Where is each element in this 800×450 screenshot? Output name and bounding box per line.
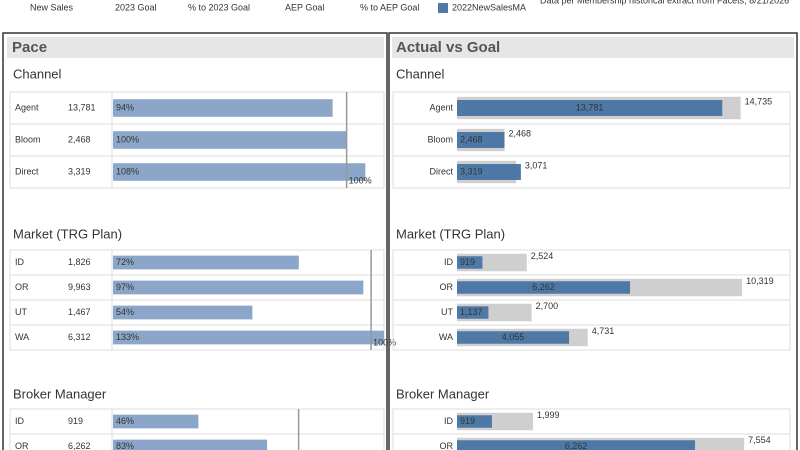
- section-title: Broker Manager: [396, 386, 490, 401]
- actual-label: 2,468: [460, 134, 483, 144]
- actual-title: Actual vs Goal: [396, 39, 500, 56]
- reference-label: 100%: [373, 337, 396, 347]
- goal-label: 3,071: [525, 160, 548, 170]
- legend-swatch: [438, 3, 448, 13]
- actual-label: 6,262: [532, 282, 555, 292]
- row-name: Agent: [15, 102, 39, 112]
- pace-header: [7, 37, 384, 58]
- goal-label: 2,468: [509, 128, 532, 138]
- actual-panel: [388, 32, 798, 450]
- row-name: Direct: [15, 166, 39, 176]
- row-name: OR: [440, 282, 454, 292]
- goal-label: 1,999: [537, 410, 560, 420]
- actual-label: 1,137: [460, 307, 483, 317]
- row-sales: 919: [68, 416, 83, 426]
- actual-bar: [457, 100, 723, 116]
- section-title: Channel: [396, 66, 445, 81]
- actual-bar: [457, 415, 492, 428]
- row-sales: 1,826: [68, 257, 91, 267]
- row-sales: 6,262: [68, 441, 91, 450]
- row-name: ID: [444, 416, 454, 426]
- row-sales: 2,468: [68, 134, 91, 144]
- pace-bar: [113, 255, 299, 270]
- goal-label: 7,554: [748, 435, 771, 445]
- reference-label: 100%: [349, 175, 372, 185]
- pace-label: 46%: [116, 416, 134, 426]
- pace-panel: [2, 32, 388, 450]
- actual-bar: [457, 132, 505, 148]
- row-name: Agent: [429, 102, 453, 112]
- row-name: Bloom: [427, 134, 453, 144]
- pace-label: 108%: [116, 166, 139, 176]
- section-title: Channel: [13, 66, 62, 81]
- section-title: Broker Manager: [13, 386, 107, 401]
- row-sales: 6,312: [68, 332, 91, 342]
- actual-label: 6,262: [565, 441, 588, 450]
- pace-label: 72%: [116, 257, 134, 267]
- row-name: WA: [15, 332, 29, 342]
- actual-header: [392, 37, 794, 58]
- table-frame: [9, 91, 385, 189]
- pace-bar: [113, 414, 199, 429]
- pace-bar: [113, 305, 253, 320]
- row-name: OR: [440, 441, 454, 450]
- pace-label: 94%: [116, 102, 134, 112]
- actual-label: 919: [460, 416, 475, 426]
- legend-item: 2023 Goal: [115, 2, 157, 12]
- row-sales: 3,319: [68, 166, 91, 176]
- section-title: Market (TRG Plan): [13, 226, 122, 241]
- goal-label: 2,524: [531, 251, 554, 261]
- pace-bar: [113, 439, 268, 450]
- actual-bar: [457, 306, 489, 319]
- actual-label: 3,319: [460, 166, 483, 176]
- pace-label: 83%: [116, 441, 134, 450]
- row-name: UT: [15, 307, 27, 317]
- actual-label: 919: [460, 257, 475, 267]
- legend-item: AEP Goal: [285, 2, 324, 12]
- legend-item: % to AEP Goal: [360, 2, 419, 12]
- row-sales: 9,963: [68, 282, 91, 292]
- pace-bar: [113, 280, 364, 295]
- row-name: UT: [441, 307, 453, 317]
- legend-item: New Sales: [30, 2, 74, 12]
- pace-label: 133%: [116, 332, 139, 342]
- pace-label: 100%: [116, 134, 139, 144]
- actual-label: 13,781: [576, 102, 604, 112]
- row-name: ID: [15, 416, 25, 426]
- section-title: Market (TRG Plan): [396, 226, 505, 241]
- goal-label: 2,700: [536, 301, 559, 311]
- row-name: ID: [15, 257, 25, 267]
- goal-label: 4,731: [592, 326, 615, 336]
- actual-bar: [457, 331, 570, 344]
- row-name: OR: [15, 441, 29, 450]
- pace-bar: [113, 131, 347, 149]
- data-note: Data per Membership historical extract f…: [540, 0, 789, 5]
- pace-bar: [113, 330, 384, 345]
- row-name: OR: [15, 282, 29, 292]
- pace-title: Pace: [12, 39, 47, 56]
- row-name: ID: [444, 257, 454, 267]
- row-sales: 1,467: [68, 307, 91, 317]
- pace-bar: [113, 163, 366, 181]
- goal-label: 14,735: [745, 96, 773, 106]
- goal-label: 10,319: [746, 276, 774, 286]
- actual-bar: [457, 164, 521, 180]
- row-name: Bloom: [15, 134, 41, 144]
- table-frame: [392, 91, 791, 189]
- row-sales: 13,781: [68, 102, 96, 112]
- row-name: WA: [439, 332, 453, 342]
- legend-item: % to 2023 Goal: [188, 2, 250, 12]
- actual-bar: [457, 440, 696, 450]
- pace-bar: [113, 99, 333, 117]
- actual-bar: [457, 281, 631, 294]
- pace-label: 97%: [116, 282, 134, 292]
- actual-label: 4,055: [502, 332, 525, 342]
- legend-item: 2022NewSalesMA: [452, 2, 526, 12]
- pace-label: 54%: [116, 307, 134, 317]
- actual-bar: [457, 256, 483, 269]
- row-name: Direct: [429, 166, 453, 176]
